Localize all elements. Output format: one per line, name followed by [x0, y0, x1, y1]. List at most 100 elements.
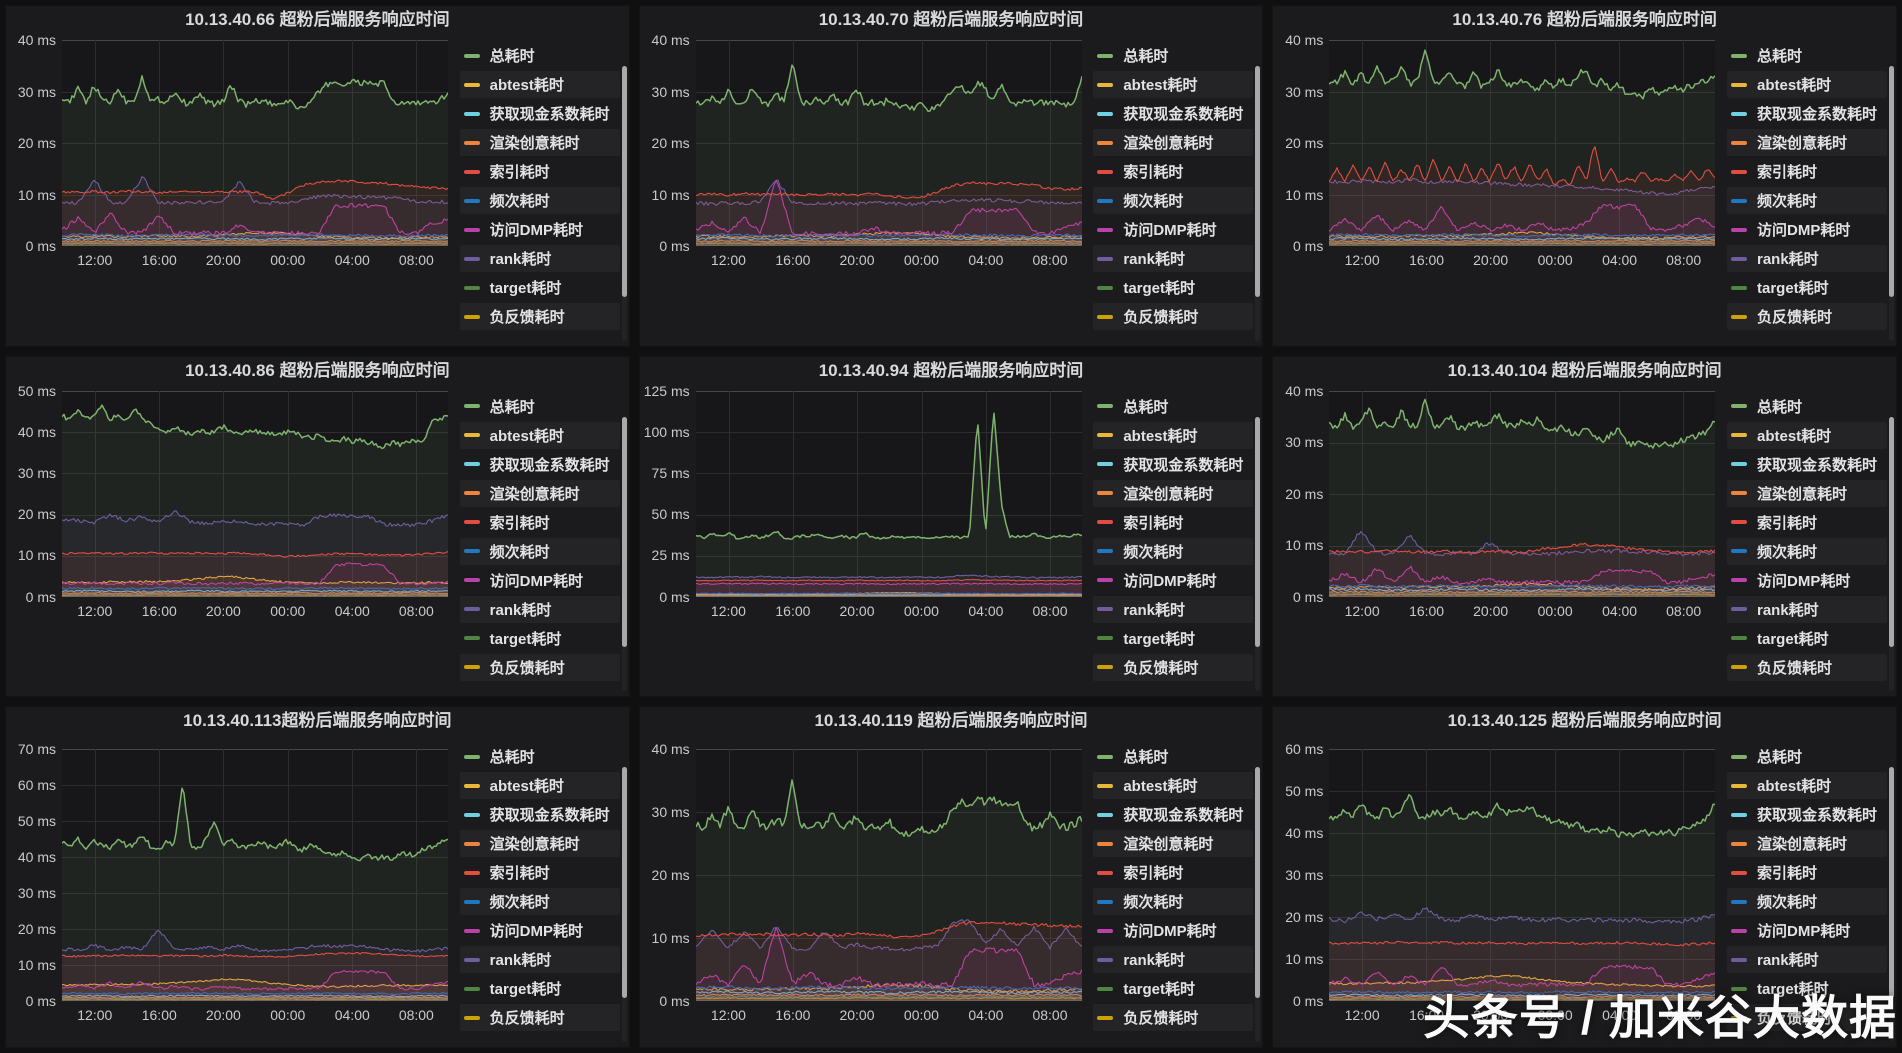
legend-item-总耗时[interactable]: 总耗时: [1093, 743, 1253, 770]
legend-item-获取现金系数耗时[interactable]: 获取现金系数耗时: [460, 100, 620, 127]
legend-item-索引耗时[interactable]: 索引耗时: [460, 158, 620, 185]
scrollbar-thumb[interactable]: [1255, 416, 1261, 648]
scrollbar-thumb[interactable]: [1255, 767, 1261, 999]
legend-scrollbar[interactable]: [621, 767, 627, 1042]
legend-item-abtest耗时[interactable]: abtest耗时: [1727, 421, 1887, 449]
legend-item-target耗时[interactable]: target耗时: [460, 274, 620, 301]
legend-item-索引耗时[interactable]: 索引耗时: [1093, 859, 1253, 886]
legend-item-负反馈耗时[interactable]: 负反馈耗时: [1727, 653, 1887, 681]
legend-item-获取现金系数耗时[interactable]: 获取现金系数耗时: [1727, 451, 1887, 478]
plot-area[interactable]: [1329, 390, 1716, 597]
legend-item-负反馈耗时[interactable]: 负反馈耗时: [459, 303, 620, 330]
legend-item-频次耗时[interactable]: 频次耗时: [1727, 888, 1887, 916]
scrollbar-thumb[interactable]: [1889, 66, 1894, 297]
legend-item-target耗时[interactable]: target耗时: [1093, 625, 1253, 652]
legend-item-渲染创意耗时[interactable]: 渲染创意耗时: [1727, 129, 1887, 156]
legend-item-渲染创意耗时[interactable]: 渲染创意耗时: [459, 479, 620, 507]
legend-item-渲染创意耗时[interactable]: 渲染创意耗时: [1093, 830, 1254, 858]
panel-title[interactable]: 10.13.40.119 超粉后端服务响应时间: [814, 711, 1088, 731]
legend-item-rank耗时[interactable]: rank耗时: [1727, 946, 1887, 974]
panel-title[interactable]: 10.13.40.76 超粉后端服务响应时间: [1452, 10, 1717, 29]
panel-title[interactable]: 10.13.40.104 超粉后端服务响应时间: [1447, 360, 1722, 380]
panel-title[interactable]: 10.13.40.94 超粉后端服务响应时间: [818, 360, 1084, 380]
legend-item-负反馈耗时[interactable]: 负反馈耗时: [1093, 653, 1254, 681]
legend-item-频次耗时[interactable]: 频次耗时: [1727, 187, 1887, 214]
legend-item-索引耗时[interactable]: 索引耗时: [1093, 509, 1253, 536]
legend-item-访问DMP耗时[interactable]: 访问DMP耗时: [1093, 216, 1253, 243]
legend-scrollbar[interactable]: [621, 66, 627, 341]
legend-item-渲染创意耗时[interactable]: 渲染创意耗时: [459, 129, 620, 156]
legend-item-获取现金系数耗时[interactable]: 获取现金系数耗时: [1093, 451, 1253, 478]
legend-item-访问DMP耗时[interactable]: 访问DMP耗时: [1727, 216, 1887, 243]
legend-item-频次耗时[interactable]: 频次耗时: [459, 537, 620, 565]
legend-item-rank耗时[interactable]: rank耗时: [1727, 245, 1887, 272]
legend-item-总耗时[interactable]: 总耗时: [1093, 393, 1253, 420]
legend-item-访问DMP耗时[interactable]: 访问DMP耗时: [1727, 917, 1887, 944]
legend-item-负反馈耗时[interactable]: 负反馈耗时: [1093, 1004, 1254, 1032]
legend-item-访问DMP耗时[interactable]: 访问DMP耗时: [1093, 567, 1253, 594]
legend-item-获取现金系数耗时[interactable]: 获取现金系数耗时: [1727, 100, 1887, 127]
legend-item-rank耗时[interactable]: rank耗时: [459, 595, 620, 623]
legend-item-总耗时[interactable]: 总耗时: [460, 743, 620, 770]
legend-item-获取现金系数耗时[interactable]: 获取现金系数耗时: [1093, 801, 1253, 828]
legend-item-访问DMP耗时[interactable]: 访问DMP耗时: [460, 216, 620, 243]
legend-item-rank耗时[interactable]: rank耗时: [459, 245, 620, 272]
legend-item-频次耗时[interactable]: 频次耗时: [1093, 187, 1254, 214]
legend-scrollbar[interactable]: [1255, 66, 1261, 341]
legend-item-频次耗时[interactable]: 频次耗时: [1093, 537, 1254, 565]
legend-item-索引耗时[interactable]: 索引耗时: [1727, 158, 1887, 185]
legend-item-rank耗时[interactable]: rank耗时: [1093, 595, 1254, 623]
legend-item-获取现金系数耗时[interactable]: 获取现金系数耗时: [1727, 801, 1887, 828]
legend-item-target耗时[interactable]: target耗时: [1093, 975, 1253, 1002]
legend-item-target耗时[interactable]: target耗时: [1727, 975, 1887, 1002]
legend-item-访问DMP耗时[interactable]: 访问DMP耗时: [460, 567, 620, 594]
panel-title[interactable]: 10.13.40.66 超粉后端服务响应时间: [185, 10, 450, 29]
legend-item-频次耗时[interactable]: 频次耗时: [459, 888, 620, 916]
legend-item-rank耗时[interactable]: rank耗时: [1093, 946, 1254, 974]
plot-area[interactable]: [1329, 40, 1716, 246]
legend-item-总耗时[interactable]: 总耗时: [460, 393, 620, 420]
legend-scrollbar[interactable]: [1255, 416, 1261, 692]
legend-item-abtest耗时[interactable]: abtest耗时: [459, 421, 620, 449]
scrollbar-thumb[interactable]: [1255, 66, 1261, 297]
legend-scrollbar[interactable]: [1889, 66, 1894, 341]
legend-item-渲染创意耗时[interactable]: 渲染创意耗时: [1727, 830, 1887, 858]
legend-item-target耗时[interactable]: target耗时: [1727, 625, 1887, 652]
scrollbar-thumb[interactable]: [621, 416, 627, 648]
legend-item-索引耗时[interactable]: 索引耗时: [460, 509, 620, 536]
legend-item-target耗时[interactable]: target耗时: [1727, 274, 1887, 301]
legend-item-获取现金系数耗时[interactable]: 获取现金系数耗时: [1093, 100, 1253, 127]
panel-title[interactable]: 10.13.40.125 超粉后端服务响应时间: [1447, 711, 1722, 731]
legend-item-索引耗时[interactable]: 索引耗时: [1727, 859, 1887, 886]
panel-title[interactable]: 10.13.40.70 超粉后端服务响应时间: [818, 10, 1084, 29]
legend-item-abtest耗时[interactable]: abtest耗时: [1727, 772, 1887, 800]
legend-item-target耗时[interactable]: target耗时: [1093, 274, 1253, 301]
scrollbar-thumb[interactable]: [1889, 767, 1894, 999]
legend-item-abtest耗时[interactable]: abtest耗时: [459, 772, 620, 800]
legend-item-频次耗时[interactable]: 频次耗时: [1727, 537, 1887, 565]
legend-item-总耗时[interactable]: 总耗时: [1727, 743, 1887, 770]
legend-item-获取现金系数耗时[interactable]: 获取现金系数耗时: [460, 451, 620, 478]
legend-item-访问DMP耗时[interactable]: 访问DMP耗时: [1727, 567, 1887, 594]
legend-item-总耗时[interactable]: 总耗时: [1727, 393, 1887, 420]
legend-item-渲染创意耗时[interactable]: 渲染创意耗时: [459, 830, 620, 858]
legend-item-abtest耗时[interactable]: abtest耗时: [1727, 71, 1887, 98]
legend-item-abtest耗时[interactable]: abtest耗时: [459, 71, 620, 98]
legend-scrollbar[interactable]: [1889, 767, 1894, 1042]
legend-item-rank耗时[interactable]: rank耗时: [459, 946, 620, 974]
plot-area[interactable]: [62, 390, 448, 597]
legend-item-渲染创意耗时[interactable]: 渲染创意耗时: [1093, 479, 1254, 507]
legend-item-负反馈耗时[interactable]: 负反馈耗时: [459, 1004, 620, 1032]
legend-item-渲染创意耗时[interactable]: 渲染创意耗时: [1093, 129, 1254, 156]
plot-area[interactable]: [695, 749, 1082, 1002]
legend-item-target耗时[interactable]: target耗时: [460, 975, 620, 1002]
legend-item-负反馈耗时[interactable]: 负反馈耗时: [459, 653, 620, 681]
legend-item-索引耗时[interactable]: 索引耗时: [460, 859, 620, 886]
legend-item-abtest耗时[interactable]: abtest耗时: [1093, 772, 1254, 800]
plot-area[interactable]: [62, 749, 448, 1002]
legend-item-索引耗时[interactable]: 索引耗时: [1727, 509, 1887, 536]
plot-area[interactable]: [62, 40, 448, 246]
legend-item-总耗时[interactable]: 总耗时: [1093, 42, 1253, 69]
plot-area[interactable]: [1329, 749, 1716, 1002]
legend-item-获取现金系数耗时[interactable]: 获取现金系数耗时: [460, 801, 620, 828]
